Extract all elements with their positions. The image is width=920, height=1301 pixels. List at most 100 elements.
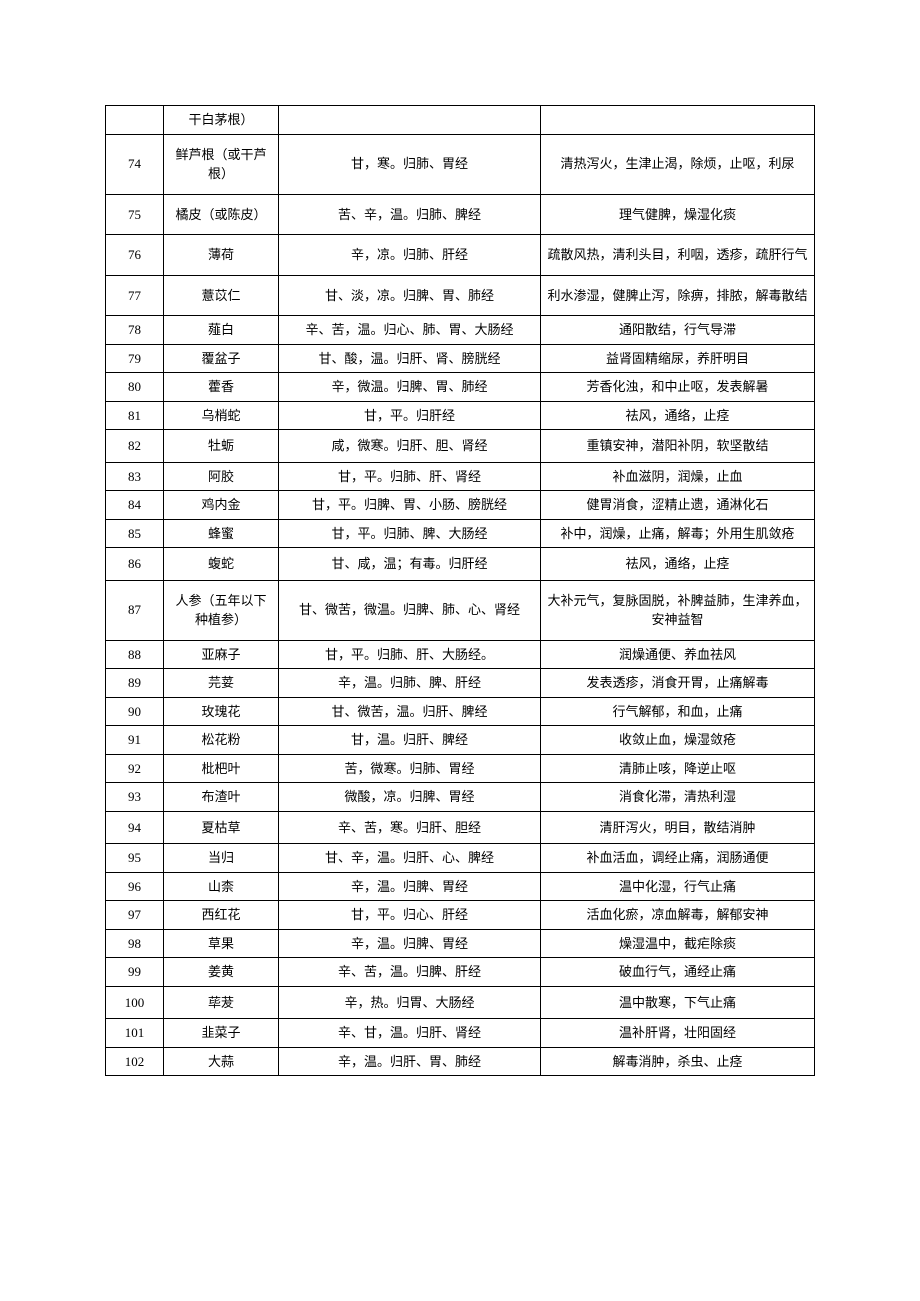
cell-prop: 甘、酸，温。归肝、肾、膀胱经: [279, 344, 541, 373]
cell-prop: [279, 106, 541, 135]
table-row: 90玫瑰花甘、微苦，温。归肝、脾经行气解郁，和血，止痛: [106, 697, 815, 726]
cell-num: 83: [106, 462, 164, 491]
table-row: 98草果辛，温。归脾、胃经燥湿温中，截疟除痰: [106, 929, 815, 958]
cell-name: 人参（五年以下种植参）: [164, 580, 279, 640]
cell-name: 芫荽: [164, 669, 279, 698]
table-row: 86蝮蛇甘、咸，温；有毒。归肝经祛风，通络，止痉: [106, 548, 815, 581]
cell-name: 当归: [164, 844, 279, 873]
table-row: 79覆盆子甘、酸，温。归肝、肾、膀胱经益肾固精缩尿，养肝明目: [106, 344, 815, 373]
cell-num: 95: [106, 844, 164, 873]
cell-name: 鸡内金: [164, 491, 279, 520]
cell-prop: 苦、辛，温。归肺、脾经: [279, 194, 541, 235]
cell-name: 鲜芦根（或干芦根）: [164, 134, 279, 194]
cell-num: 75: [106, 194, 164, 235]
cell-num: 96: [106, 872, 164, 901]
table-row: 76薄荷辛，凉。归肺、肝经疏散风热，清利头目，利咽，透疹，疏肝行气: [106, 235, 815, 276]
table-row: 干白茅根）: [106, 106, 815, 135]
cell-func: 温补肝肾，壮阳固经: [541, 1019, 815, 1048]
cell-num: 87: [106, 580, 164, 640]
cell-prop: 甘，平。归心、肝经: [279, 901, 541, 930]
cell-name: 藿香: [164, 373, 279, 402]
cell-func: 清肺止咳，降逆止呕: [541, 754, 815, 783]
cell-num: 79: [106, 344, 164, 373]
cell-num: 93: [106, 783, 164, 812]
cell-func: 利水渗湿，健脾止泻，除痹，排脓，解毒散结: [541, 275, 815, 316]
cell-prop: 辛、甘，温。归肝、肾经: [279, 1019, 541, 1048]
cell-name: 草果: [164, 929, 279, 958]
cell-func: 理气健脾，燥湿化痰: [541, 194, 815, 235]
cell-name: 布渣叶: [164, 783, 279, 812]
cell-name: 薤白: [164, 316, 279, 345]
cell-prop: 甘，温。归肝、脾经: [279, 726, 541, 755]
cell-num: 77: [106, 275, 164, 316]
cell-func: 温中化湿，行气止痛: [541, 872, 815, 901]
cell-func: 破血行气，通经止痛: [541, 958, 815, 987]
cell-num: 76: [106, 235, 164, 276]
cell-func: 行气解郁，和血，止痛: [541, 697, 815, 726]
cell-num: 82: [106, 430, 164, 463]
cell-name: 覆盆子: [164, 344, 279, 373]
cell-func: 补血滋阴，润燥，止血: [541, 462, 815, 491]
table-row: 84鸡内金甘，平。归脾、胃、小肠、膀胱经健胃消食，涩精止遗，通淋化石: [106, 491, 815, 520]
cell-func: 芳香化浊，和中止呕，发表解暑: [541, 373, 815, 402]
cell-name: 姜黄: [164, 958, 279, 987]
cell-prop: 微酸，凉。归脾、胃经: [279, 783, 541, 812]
cell-func: 收敛止血，燥湿敛疮: [541, 726, 815, 755]
cell-name: 夏枯草: [164, 811, 279, 844]
cell-prop: 辛，凉。归肺、肝经: [279, 235, 541, 276]
cell-prop: 甘、微苦，温。归肝、脾经: [279, 697, 541, 726]
cell-num: 89: [106, 669, 164, 698]
table-row: 81乌梢蛇甘，平。归肝经祛风，通络，止痉: [106, 401, 815, 430]
cell-name: 韭菜子: [164, 1019, 279, 1048]
cell-name: 阿胶: [164, 462, 279, 491]
table-row: 75橘皮（或陈皮）苦、辛，温。归肺、脾经理气健脾，燥湿化痰: [106, 194, 815, 235]
cell-prop: 苦，微寒。归肺、胃经: [279, 754, 541, 783]
cell-num: 94: [106, 811, 164, 844]
cell-func: 发表透疹，消食开胃，止痛解毒: [541, 669, 815, 698]
cell-name: 橘皮（或陈皮）: [164, 194, 279, 235]
table-row: 96山柰辛，温。归脾、胃经温中化湿，行气止痛: [106, 872, 815, 901]
cell-prop: 甘、咸，温；有毒。归肝经: [279, 548, 541, 581]
cell-name: 干白茅根）: [164, 106, 279, 135]
cell-name: 亚麻子: [164, 640, 279, 669]
cell-func: 大补元气，复脉固脱，补脾益肺，生津养血，安神益智: [541, 580, 815, 640]
cell-name: 玫瑰花: [164, 697, 279, 726]
cell-prop: 辛、苦，温。归心、肺、胃、大肠经: [279, 316, 541, 345]
cell-num: 98: [106, 929, 164, 958]
table-row: 82牡蛎咸，微寒。归肝、胆、肾经重镇安神，潜阳补阴，软坚散结: [106, 430, 815, 463]
cell-num: 80: [106, 373, 164, 402]
cell-name: 荜茇: [164, 986, 279, 1019]
herb-table: 干白茅根）74鲜芦根（或干芦根）甘，寒。归肺、胃经清热泻火，生津止渴，除烦，止呕…: [105, 105, 815, 1076]
table-row: 74鲜芦根（或干芦根）甘，寒。归肺、胃经清热泻火，生津止渴，除烦，止呕，利尿: [106, 134, 815, 194]
table-row: 93布渣叶微酸，凉。归脾、胃经消食化滞，清热利湿: [106, 783, 815, 812]
cell-num: 101: [106, 1019, 164, 1048]
cell-num: 74: [106, 134, 164, 194]
cell-prop: 甘、淡，凉。归脾、胃、肺经: [279, 275, 541, 316]
cell-func: 燥湿温中，截疟除痰: [541, 929, 815, 958]
cell-name: 枇杷叶: [164, 754, 279, 783]
cell-func: 补血活血，调经止痛，润肠通便: [541, 844, 815, 873]
cell-name: 薏苡仁: [164, 275, 279, 316]
cell-func: 重镇安神，潜阳补阴，软坚散结: [541, 430, 815, 463]
cell-func: 健胃消食，涩精止遗，通淋化石: [541, 491, 815, 520]
cell-name: 牡蛎: [164, 430, 279, 463]
cell-name: 乌梢蛇: [164, 401, 279, 430]
cell-func: 祛风，通络，止痉: [541, 401, 815, 430]
cell-num: 97: [106, 901, 164, 930]
cell-prop: 辛，微温。归脾、胃、肺经: [279, 373, 541, 402]
cell-prop: 辛，温。归脾、胃经: [279, 872, 541, 901]
cell-num: 91: [106, 726, 164, 755]
table-row: 80藿香辛，微温。归脾、胃、肺经芳香化浊，和中止呕，发表解暑: [106, 373, 815, 402]
table-row: 85蜂蜜甘，平。归肺、脾、大肠经补中，润燥，止痛，解毒；外用生肌敛疮: [106, 519, 815, 548]
cell-prop: 甘，平。归肺、肝、大肠经。: [279, 640, 541, 669]
cell-num: 84: [106, 491, 164, 520]
cell-num: 99: [106, 958, 164, 987]
cell-name: 薄荷: [164, 235, 279, 276]
cell-prop: 甘、微苦，微温。归脾、肺、心、肾经: [279, 580, 541, 640]
cell-prop: 甘，寒。归肺、胃经: [279, 134, 541, 194]
table-row: 92枇杷叶苦，微寒。归肺、胃经清肺止咳，降逆止呕: [106, 754, 815, 783]
cell-func: 通阳散结，行气导滞: [541, 316, 815, 345]
cell-name: 松花粉: [164, 726, 279, 755]
cell-num: 90: [106, 697, 164, 726]
cell-num: 102: [106, 1047, 164, 1076]
